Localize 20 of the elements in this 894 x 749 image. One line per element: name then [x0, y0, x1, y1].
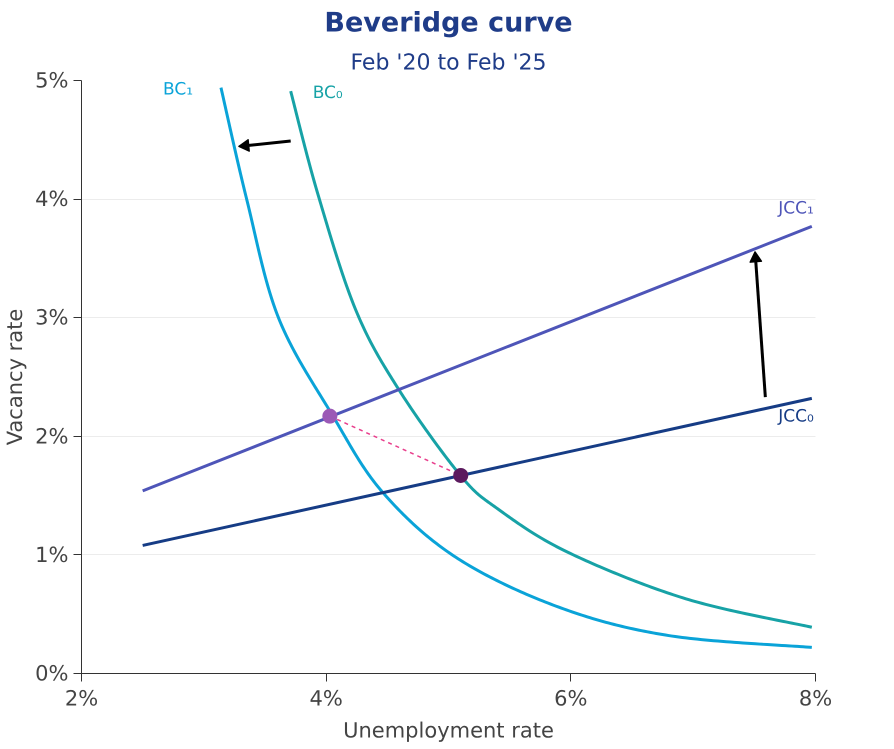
y-tick-label: 5% — [35, 68, 69, 92]
y-tick-label: 1% — [35, 542, 69, 567]
y-axis-title: Vacancy rate — [3, 308, 28, 446]
chart-subtitle: Feb '20 to Feb '25 — [350, 50, 547, 76]
series-label: JCC₀ — [777, 406, 814, 426]
point — [453, 468, 468, 483]
y-tick-label: 3% — [35, 306, 69, 330]
series-label: BC₀ — [312, 83, 343, 104]
series-label: BC₁ — [162, 80, 194, 100]
y-tick-label: 0% — [35, 662, 69, 686]
chart-title: Beveridge curve — [324, 8, 573, 38]
point — [322, 408, 338, 424]
x-tick-label: 6% — [554, 686, 588, 710]
x-tick-label: 2% — [64, 686, 98, 710]
y-tick-label: 4% — [35, 187, 69, 212]
x-tick-label: 4% — [310, 686, 343, 710]
x-tick-label: 8% — [798, 686, 832, 710]
x-axis-title: Unemployment rate — [343, 718, 554, 742]
y-tick-label: 2% — [35, 424, 69, 448]
series-label: JCC₁ — [777, 198, 814, 218]
